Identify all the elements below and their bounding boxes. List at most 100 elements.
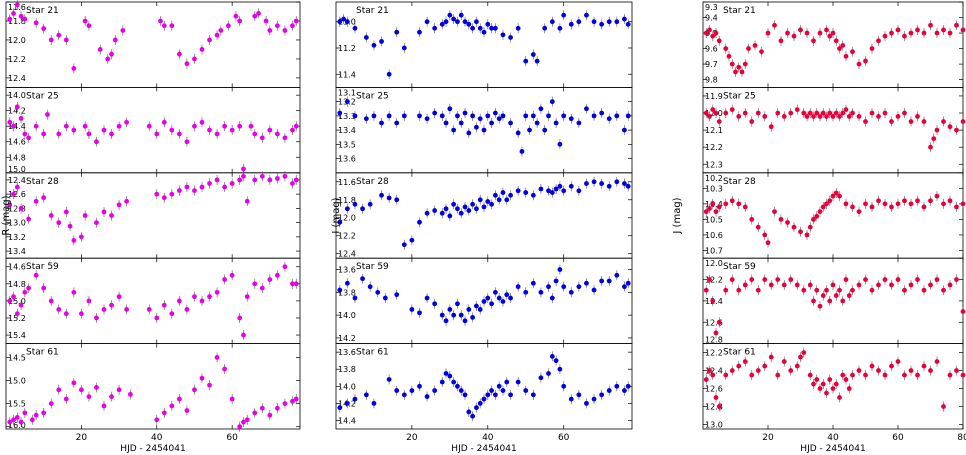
data-point	[41, 285, 47, 291]
data-point	[736, 114, 742, 119]
data-point	[82, 213, 88, 218]
y-tick-label: 15.0	[8, 377, 26, 386]
data-point	[523, 58, 529, 64]
data-point	[252, 13, 258, 19]
data-point	[120, 28, 126, 33]
data-points	[337, 176, 631, 250]
data-point	[921, 119, 927, 124]
data-point	[827, 33, 833, 39]
data-point	[960, 27, 966, 33]
data-point	[109, 302, 114, 308]
y-tick-label: 12.8	[705, 336, 723, 345]
panel-title: Star 59	[356, 262, 389, 272]
data-point	[876, 114, 881, 119]
data-point	[941, 287, 946, 293]
data-point	[869, 204, 875, 210]
data-point	[863, 58, 868, 64]
data-point	[352, 201, 358, 207]
data-point	[723, 372, 729, 378]
data-point	[561, 284, 567, 290]
data-point	[557, 25, 563, 31]
data-point	[360, 276, 365, 282]
data-point	[86, 394, 92, 400]
y-tick-label: 13.0	[8, 219, 26, 228]
data-point	[33, 272, 39, 278]
data-point	[82, 123, 88, 129]
y-tick-label: 12.2	[338, 232, 356, 241]
data-point	[549, 19, 555, 25]
data-point	[856, 61, 862, 67]
data-point	[458, 120, 464, 126]
data-point	[840, 110, 846, 116]
data-point	[778, 38, 784, 44]
data-point	[496, 383, 502, 389]
data-point	[48, 213, 54, 218]
data-point	[895, 27, 901, 33]
data-point	[199, 375, 205, 381]
panel-title: Star 28	[26, 177, 59, 187]
data-point	[827, 298, 833, 304]
data-point	[424, 116, 430, 122]
y-tick-label: 11.2	[338, 44, 356, 53]
data-point	[889, 363, 894, 369]
data-point	[716, 119, 722, 124]
data-point	[86, 23, 92, 29]
data-point	[11, 191, 16, 197]
data-point	[26, 216, 32, 222]
data-point	[18, 419, 24, 425]
data-point	[716, 204, 722, 210]
data-point	[267, 277, 273, 282]
data-point	[101, 127, 107, 133]
data-point	[781, 359, 787, 364]
data-point	[768, 282, 774, 288]
data-point	[843, 201, 849, 207]
data-point	[625, 183, 631, 189]
data-point	[843, 53, 849, 59]
panel-title: Star 61	[26, 348, 59, 358]
data-point	[443, 318, 449, 324]
data-point	[710, 298, 716, 304]
data-point	[576, 392, 582, 398]
data-point	[371, 400, 377, 406]
data-point	[26, 135, 32, 141]
data-point	[146, 123, 152, 129]
y-tick-label: 10.5	[705, 215, 723, 224]
data-point	[293, 123, 299, 129]
data-point	[474, 206, 479, 212]
data-point	[439, 312, 445, 318]
data-point	[726, 53, 732, 59]
data-points	[7, 0, 299, 74]
data-point	[843, 107, 849, 113]
data-point	[14, 2, 20, 8]
data-point	[576, 120, 582, 126]
data-point	[742, 204, 748, 210]
data-point	[417, 383, 422, 389]
data-point	[837, 114, 842, 119]
data-point	[22, 289, 28, 295]
data-point	[237, 424, 243, 430]
data-point	[837, 46, 842, 51]
data-point	[614, 179, 620, 185]
data-point	[477, 400, 483, 406]
data-point	[736, 201, 742, 207]
data-point	[282, 135, 288, 141]
data-point	[882, 372, 888, 378]
data-point	[56, 307, 62, 312]
data-point	[451, 16, 457, 22]
data-points	[337, 264, 631, 326]
data-point	[908, 119, 914, 124]
data-point	[876, 282, 881, 288]
data-point	[736, 363, 742, 369]
data-point	[515, 379, 521, 385]
panel-r-5: 14.5 15.0 15.5 16.0 Star 61	[5, 343, 301, 432]
x-axis-label: HJD - 2454041	[800, 444, 865, 454]
data-points	[337, 351, 631, 422]
data-point	[222, 123, 228, 129]
data-point	[192, 294, 197, 300]
data-point	[352, 25, 358, 31]
data-point	[500, 388, 506, 393]
data-point	[557, 267, 563, 272]
data-point	[549, 295, 555, 301]
